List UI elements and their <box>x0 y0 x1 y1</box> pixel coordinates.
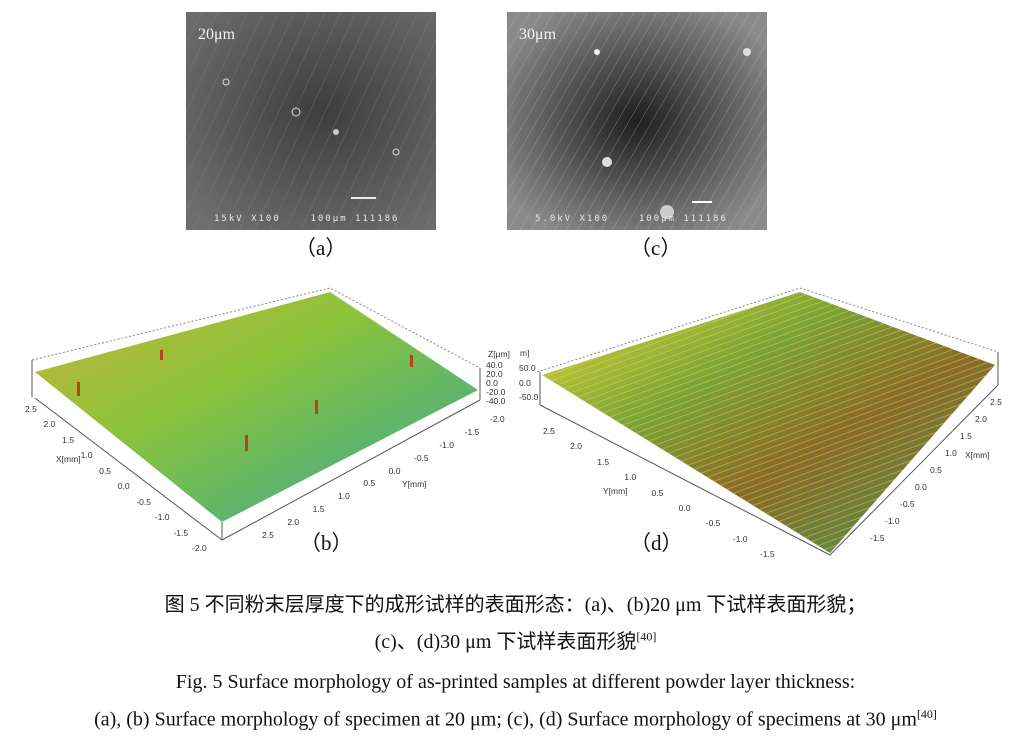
panel-label-b: （b） <box>300 531 353 555</box>
tick-label-d-x: -1.0 <box>885 516 900 526</box>
surface-plot-b <box>31 287 481 541</box>
tick-label-b-y: -1.0 <box>439 439 454 450</box>
sem-image-c: 30μm 5.0kV X100 100μm 111186 <box>507 12 767 230</box>
tick-label-b-y: 0.5 <box>363 478 376 489</box>
tick-label-d-y: 2.5 <box>543 426 555 436</box>
tick-label-d-y: -1.5 <box>760 549 775 559</box>
sem-info-bar: 5.0kV X100 100μm 111186 <box>535 214 728 224</box>
tick-label-d-z: 0.0 <box>519 377 531 388</box>
axis-title-b-x: X[mm] <box>56 454 81 464</box>
tick-label-b-x: -1.0 <box>154 512 170 523</box>
tick-label-b-z: 0.0 <box>486 378 498 388</box>
tick-label-d-y: 0.0 <box>678 502 691 513</box>
axis-title-d-z: m] <box>520 348 530 358</box>
tick-label-b-x: 0.5 <box>99 465 112 476</box>
sem-scale-text: 20μm <box>198 26 236 43</box>
tick-label-d-x: 0.0 <box>915 482 927 492</box>
tick-label-b-x: -2.0 <box>192 543 207 553</box>
caption-cn-line1: 图 5 不同粉末层厚度下的成形试样的表面形态：(a)、(b)20 μm 下试样表… <box>164 594 867 616</box>
tick-label-d-y: 0.5 <box>651 487 664 498</box>
panel-label-a: （a） <box>295 236 347 260</box>
tick-label-b-x: 2.0 <box>43 419 56 430</box>
tick-label-d-x: -1.5 <box>870 533 885 543</box>
axis-title-b-z: Z[μm] <box>488 349 510 359</box>
tick-label-b-y: -2.0 <box>490 414 505 424</box>
surface-plots <box>31 287 999 556</box>
tick-label-b-y: 2.5 <box>262 530 274 540</box>
tick-label-b-z: 40.0 <box>486 360 503 370</box>
tick-label-b-y: 1.0 <box>338 491 350 502</box>
tick-label-d-x: -0.5 <box>900 499 915 509</box>
axis-title-d-x: X[mm] <box>965 450 990 460</box>
tick-label-b-z: 20.0 <box>486 369 503 379</box>
tick-label-b-y: 2.0 <box>287 517 300 528</box>
tick-label-d-x: 0.5 <box>930 465 942 475</box>
tick-label-d-y: 1.0 <box>624 472 637 483</box>
tick-label-d-y: 1.5 <box>597 456 610 467</box>
caption-cn-line2: (c)、(d)30 μm 下试样表面形貌[40] <box>374 629 657 653</box>
tick-label-b-z: -40.0 <box>486 396 506 406</box>
tick-label-b-y: 1.5 <box>312 504 325 515</box>
tick-label-d-x: 2.0 <box>975 414 987 424</box>
tick-label-d-y: -0.5 <box>705 518 721 529</box>
tick-label-d-x: 1.5 <box>960 431 972 441</box>
tick-label-b-x: -0.5 <box>136 496 151 507</box>
tick-label-b-x: 0.0 <box>117 481 130 492</box>
tick-label-d-z: -50.0 <box>519 392 539 402</box>
sem-image-a: 20μm 15kV X100 100μm 111186 <box>186 12 436 230</box>
tick-label-d-x: 2.5 <box>990 397 1002 407</box>
axis-title-d-y: Y[mm] <box>603 486 628 496</box>
tick-label-b-y: 0.0 <box>388 465 401 476</box>
tick-label-d-y: 2.0 <box>570 441 582 452</box>
tick-label-d-y: -1.0 <box>732 533 748 544</box>
caption-en-line2: (a), (b) Surface morphology of specimen … <box>94 707 937 731</box>
sem-info-bar: 15kV X100 100μm 111186 <box>214 214 400 224</box>
tick-label-d-z: 50.0 <box>519 363 536 373</box>
panel-label-d: （d） <box>630 531 683 555</box>
tick-label-d-x: 1.0 <box>945 448 957 458</box>
reference: [40] <box>636 629 657 644</box>
axis-title-b-y: Y[mm] <box>402 479 427 489</box>
tick-label-b-z: -20.0 <box>486 387 506 397</box>
tick-label-b-x: -1.5 <box>173 527 189 538</box>
tick-label-b-x: 2.5 <box>25 404 37 414</box>
tick-label-b-y: -0.5 <box>414 452 429 463</box>
tick-label-b-y: -1.5 <box>464 426 480 437</box>
surface-b <box>35 292 478 522</box>
caption-en-line1: Fig. 5 Surface morphology of as-printed … <box>175 671 856 693</box>
sem-scale-text: 30μm <box>519 26 557 43</box>
reference: [40] <box>916 707 937 721</box>
tick-label-b-x: 1.0 <box>80 450 93 461</box>
tick-label-b-x: 1.5 <box>62 434 74 445</box>
panel-label-c: （c） <box>630 236 682 260</box>
surface-plot-d <box>536 287 999 556</box>
